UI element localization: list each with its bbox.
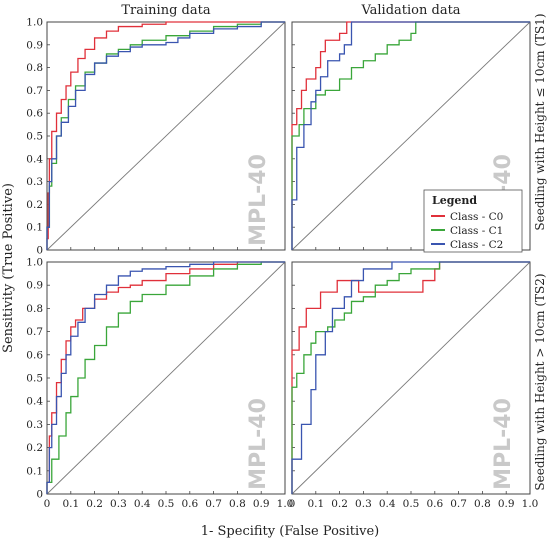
y-tick-label: 1.0 [26,17,43,29]
y-tick-label: 0.5 [26,131,43,143]
y-tick-label: 1.0 [26,257,43,269]
x-tick-label: 0.1 [62,498,79,510]
y-tick-label: 0.1 [26,222,43,234]
legend-label-c2: Class - C2 [450,239,503,251]
y-tick-label: 0.3 [26,176,43,188]
x-axis-label: 1- Specifity (False Positive) [201,524,380,539]
x-tick-label: 0.8 [229,498,246,510]
roc-curve-class-c1 [46,261,285,494]
y-tick-label: 0.6 [26,349,43,361]
legend-label-c1: Class - C1 [450,225,503,237]
roc-curve-class-c2 [46,21,285,250]
x-tick-label: 0.7 [450,498,467,510]
x-tick-label: 0.6 [426,498,443,510]
y-tick-label: 0.7 [26,85,43,97]
y-tick-label: 0.2 [26,442,43,454]
x-tick-label: 0.5 [403,498,420,510]
chance-diagonal [291,21,531,251]
y-tick-label: 0 [36,245,43,257]
y-tick-label: 0.9 [26,39,43,51]
x-tick-label: 0.8 [474,498,491,510]
x-tick-label: 0.5 [158,498,175,510]
y-tick-label: 0.5 [26,373,43,385]
roc-curve-class-c1 [291,21,530,250]
x-tick-label: 1.0 [277,498,294,510]
y-tick-label: 0.6 [26,108,43,120]
chance-diagonal [46,21,286,251]
watermark-text: MPL-40 [246,398,271,490]
x-tick-label: 0.2 [86,498,103,510]
chance-diagonal [46,261,286,495]
x-tick-label: 0 [44,498,51,510]
y-tick-label: 0.4 [26,153,43,165]
y-tick-label: 0.3 [26,419,43,431]
x-tick-label: 0.9 [498,498,515,510]
x-tick-label: 0.1 [307,498,324,510]
roc-curve-class-c2 [46,261,285,494]
x-tick-label: 0.4 [379,498,396,510]
y-tick-label: 0.7 [26,326,43,338]
x-tick-label: 0 [289,498,296,510]
watermark-text: MPL-40 [246,154,271,246]
column-title-validation: Validation data [360,3,460,18]
roc-curve-class-c1 [291,261,530,494]
y-axis-label: Sensitivity (True Positive) [1,183,16,353]
y-tick-label: 0.4 [26,396,43,408]
y-tick-label: 0 [36,489,43,501]
x-tick-label: 0.2 [331,498,348,510]
roc-curve-class-c2 [291,21,530,250]
x-tick-label: 0.7 [205,498,222,510]
roc-curve-class-c2 [291,261,530,494]
x-tick-label: 0.3 [110,498,127,510]
y-tick-label: 0.2 [26,199,43,211]
x-tick-label: 0.3 [355,498,372,510]
y-tick-label: 0.9 [26,280,43,292]
legend: Legend Class - C0 Class - C1 Class - C2 [423,189,523,253]
y-tick-label: 0.8 [26,62,43,74]
y-tick-label: 0.8 [26,303,43,315]
legend-box [423,189,523,253]
legend-label-c0: Class - C0 [450,211,503,223]
roc-panel-1: MPL-40 0 0.1 0.2 0.3 0.4 0.5 0.6 0.7 0.8 0.9 1.0 [26,17,286,257]
y-tick-label: 0.1 [26,465,43,477]
row-title-ts2: Seedling with Height > 10cm (TS2) [533,273,547,490]
x-tick-label: 0.9 [253,498,270,510]
watermark-text: MPL-40 [491,398,516,490]
x-tick-label: 1.0 [522,498,539,510]
x-tick-label: 0.4 [134,498,151,510]
legend-title: Legend [432,194,477,207]
roc-curve-class-c0 [46,21,285,250]
roc-panel-4: MPL-40 0 0.1 0.2 0.3 0.4 0.5 0.6 0.7 0.8 0.9 1.0 [289,261,539,510]
row-title-ts1: Seedling with Height ≤ 10cm (TS1) [533,13,547,230]
column-title-training: Training data [121,3,210,18]
chance-diagonal [291,261,531,495]
x-tick-label: 0.6 [181,498,198,510]
roc-curve-class-c0 [291,21,530,250]
